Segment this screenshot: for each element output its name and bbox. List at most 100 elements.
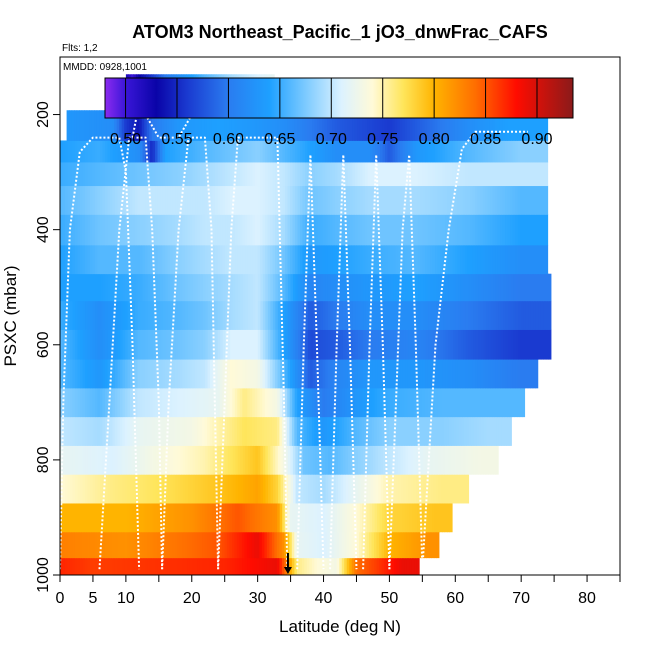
heatmap-cell	[374, 110, 378, 141]
heatmap-cell	[381, 531, 385, 559]
heatmap-cell	[443, 474, 447, 504]
heatmap-cell	[112, 244, 116, 275]
heatmap-cell	[357, 503, 361, 533]
heatmap-cell	[260, 474, 264, 504]
heatmap-cell	[297, 140, 301, 163]
heatmap-cell	[182, 162, 186, 187]
heatmap-cell	[145, 214, 149, 246]
heatmap-cell	[222, 503, 226, 533]
heatmap-cell	[440, 329, 444, 360]
heatmap-cell	[359, 531, 363, 559]
heatmap-cell	[447, 359, 451, 389]
heatmap-cell	[97, 140, 101, 163]
heatmap-cell	[525, 244, 529, 275]
heatmap-cell	[174, 503, 178, 533]
heatmap-cell	[112, 557, 116, 576]
heatmap-cell	[155, 359, 159, 389]
heatmap-cell	[362, 503, 366, 533]
heatmap-cell	[382, 185, 386, 215]
heatmap-cell	[506, 416, 510, 446]
heatmap-cell	[312, 110, 316, 141]
colorbar-tick-label: 0.90	[521, 131, 552, 148]
heatmap-cell	[99, 503, 104, 533]
heatmap-cell	[535, 244, 539, 275]
heatmap-cell	[187, 300, 191, 330]
heatmap-cell	[460, 140, 464, 163]
heatmap-cell	[99, 416, 103, 446]
heatmap-cell	[370, 445, 374, 475]
heatmap-cell	[537, 244, 541, 275]
heatmap-cell	[65, 244, 69, 275]
heatmap-cell	[181, 110, 185, 141]
heatmap-cell	[460, 214, 464, 246]
heatmap-cell	[542, 214, 546, 246]
heatmap-cell	[335, 140, 339, 163]
heatmap-cell	[352, 445, 357, 475]
heatmap-cell	[147, 244, 151, 275]
heatmap-cell	[480, 329, 484, 360]
heatmap-cell	[355, 445, 359, 475]
heatmap-cell	[369, 531, 373, 559]
heatmap-cell	[464, 387, 468, 418]
heatmap-cell	[499, 110, 504, 141]
heatmap-cell	[548, 273, 552, 302]
heatmap-cell	[192, 474, 196, 504]
heatmap-cell	[247, 329, 251, 360]
heatmap-cell	[487, 387, 491, 418]
heatmap-cell	[305, 214, 309, 246]
heatmap-cell	[341, 531, 345, 559]
heatmap-cell	[470, 162, 474, 187]
heatmap-cell	[363, 273, 367, 302]
heatmap-cell	[320, 273, 324, 302]
heatmap-cell	[390, 140, 394, 163]
heatmap-cell	[189, 531, 193, 559]
heatmap-cell	[442, 162, 446, 187]
heatmap-cell	[97, 387, 101, 418]
heatmap-cell	[369, 557, 373, 576]
heatmap-cell	[377, 359, 381, 389]
heatmap-cell	[277, 387, 281, 418]
heatmap-cell	[368, 273, 372, 302]
heatmap-cell	[254, 110, 258, 141]
heatmap-cell	[144, 110, 148, 141]
heatmap-cell	[152, 531, 156, 559]
heatmap-cell	[522, 162, 526, 187]
heatmap-cell	[335, 474, 339, 504]
heatmap-cell	[416, 416, 420, 446]
heatmap-cell	[251, 416, 256, 446]
heatmap-cell	[533, 329, 537, 360]
heatmap-cell	[192, 140, 196, 163]
heatmap-cell	[527, 185, 531, 215]
heatmap-cell	[275, 329, 279, 360]
heatmap-cell	[432, 140, 436, 163]
heatmap-cell	[229, 416, 233, 446]
heatmap-cell	[442, 387, 446, 418]
heatmap-cell	[292, 273, 296, 302]
heatmap-cell	[388, 300, 392, 330]
heatmap-cell	[144, 503, 148, 533]
heatmap-cell	[170, 273, 174, 302]
heatmap-cell	[337, 387, 341, 418]
heatmap-cell	[524, 110, 529, 141]
heatmap-cell	[214, 557, 218, 576]
heatmap-cell	[135, 273, 139, 302]
heatmap-cell	[79, 416, 84, 446]
heatmap-cell	[252, 329, 256, 360]
heatmap-cell	[137, 244, 141, 275]
heatmap-cell	[250, 140, 254, 163]
heatmap-cell	[492, 185, 496, 215]
heatmap-cell	[122, 359, 126, 389]
heatmap-cell	[277, 185, 281, 215]
heatmap-cell	[525, 273, 529, 302]
y-tick-label: 600	[35, 331, 52, 358]
heatmap-cell	[287, 503, 291, 533]
heatmap-cell	[360, 140, 364, 163]
heatmap-cell	[439, 110, 443, 141]
heatmap-cell	[322, 214, 326, 246]
heatmap-cell	[199, 387, 203, 418]
heatmap-cell	[430, 474, 434, 504]
heatmap-cell	[462, 162, 466, 187]
heatmap-cell	[129, 416, 133, 446]
heatmap-cell	[237, 185, 241, 215]
heatmap-cell	[377, 110, 381, 141]
